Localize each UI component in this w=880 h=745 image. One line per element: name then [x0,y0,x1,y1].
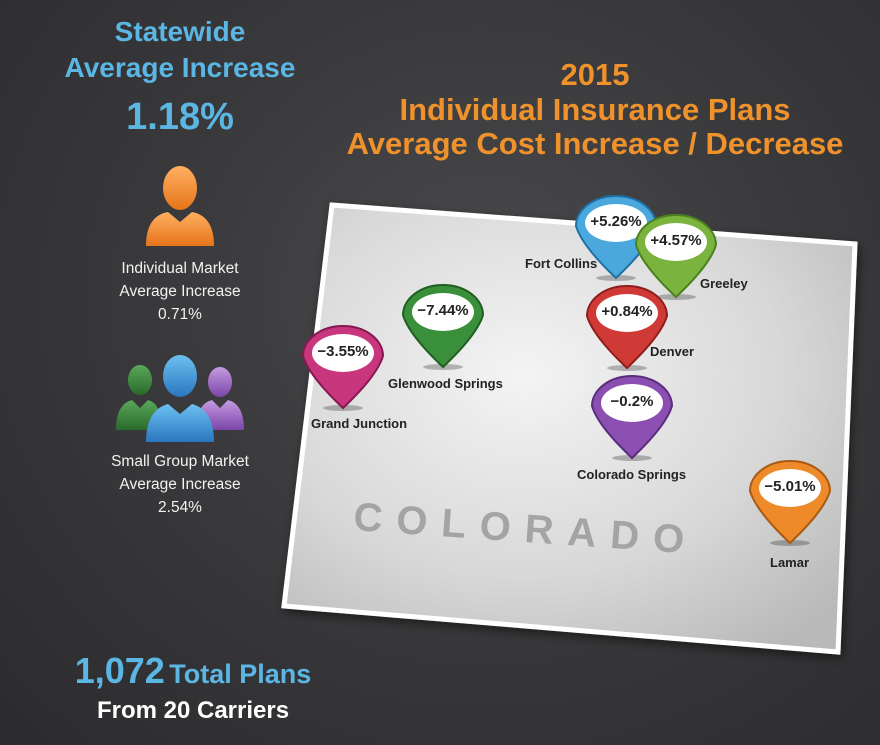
pin-value-colorado-springs: −0.2% [610,393,654,410]
pin-face [585,204,647,242]
pin-value-lamar: −5.01% [764,478,816,495]
group-icon [116,355,244,442]
city-label-grand-junction: Grand Junction [311,416,408,431]
pin-lamar[interactable] [748,460,832,545]
pin-greeley[interactable] [634,214,718,299]
small-group-line2: Average Increase [119,476,241,493]
pin-face [601,384,663,422]
person-icon [146,166,214,246]
pin-face [645,223,707,261]
city-label-lamar: Lamar [770,555,810,570]
pin-value-glenwood-springs: −7.44% [417,302,469,319]
total-plans-count: 1,072 [74,650,165,691]
pin-value-fort-collins: +5.26% [590,213,642,230]
small-group-stat: Small Group Market Average Increase 2.54… [80,450,280,519]
statewide-line1: Statewide [114,16,246,47]
pin-face [412,293,474,331]
carriers-count: From 20 Carriers [96,697,290,724]
pin-colorado-springs[interactable] [590,375,674,460]
individual-line1: Individual Market [121,260,239,277]
statewide-heading: Statewide Average Increase [40,14,320,86]
title-heading: 2015 Individual Insurance Plans Average … [330,57,860,162]
total-plans: 1,072 Total Plans [48,650,338,692]
pin-grand-junction[interactable] [301,325,385,410]
pin-glenwood-springs[interactable] [401,284,485,369]
title-line1: Individual Insurance Plans [399,91,791,127]
individual-value: 0.71% [158,306,202,323]
title-line2: Average Cost Increase / Decrease [346,126,844,162]
individual-market-stat: Individual Market Average Increase 0.71% [80,257,280,326]
pin-face [312,334,374,372]
city-label-denver: Denver [650,344,695,359]
pin-face [759,469,821,507]
small-group-line1: Small Group Market [111,453,249,470]
title-year: 2015 [560,57,630,92]
total-plans-label: Total Plans [169,659,312,689]
city-label-glenwood-springs: Glenwood Springs [388,376,503,391]
pin-fort-collins[interactable] [574,195,658,280]
pin-value-greeley: +4.57% [650,232,702,249]
pin-face [596,294,658,332]
city-label-fort-collins: Fort Collins [525,256,598,271]
pin-value-denver: +0.84% [601,303,653,320]
pin-denver[interactable] [585,285,669,370]
statewide-value: 1.18% [126,96,234,138]
pin-value-grand-junction: −3.55% [317,343,369,360]
statewide-line2: Average Increase [64,52,296,83]
city-label-greeley: Greeley [700,276,748,291]
small-group-value: 2.54% [158,499,202,516]
city-label-colorado-springs: Colorado Springs [577,467,687,482]
individual-line2: Average Increase [119,283,241,300]
